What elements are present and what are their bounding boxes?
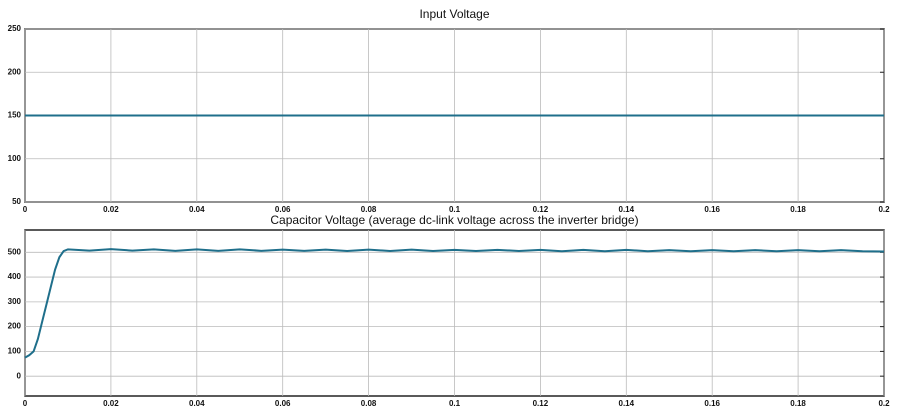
x-tick-label: 0.04: [189, 399, 205, 408]
x-tick-label: 0.06: [275, 399, 291, 408]
y-tick-label: 200: [8, 322, 22, 331]
x-tick-label: 0: [23, 205, 28, 214]
y-tick-label: 150: [8, 111, 22, 120]
x-tick-label: 0.18: [790, 205, 806, 214]
y-tick-label: 50: [12, 197, 21, 206]
x-tick-label: 0.06: [275, 205, 291, 214]
y-tick-label: 250: [8, 24, 22, 33]
x-tick-label: 0.2: [878, 205, 890, 214]
y-tick-label: 100: [8, 154, 22, 163]
x-tick-label: 0.18: [790, 399, 806, 408]
x-tick-label: 0.1: [449, 399, 461, 408]
x-tick-label: 0.12: [533, 399, 549, 408]
x-tick-label: 0.08: [361, 399, 377, 408]
x-tick-label: 0: [23, 399, 28, 408]
x-tick-label: 0.02: [103, 399, 119, 408]
chart-title: Capacitor Voltage (average dc-link volta…: [270, 213, 638, 227]
y-tick-label: 100: [8, 347, 22, 356]
x-tick-label: 0.16: [704, 399, 720, 408]
x-tick-label: 0.14: [619, 399, 635, 408]
chart-title: Input Voltage: [419, 7, 489, 21]
x-tick-label: 0.08: [361, 205, 377, 214]
y-tick-label: 0: [17, 371, 22, 380]
y-tick-label: 500: [8, 247, 22, 256]
y-tick-label: 300: [8, 297, 22, 306]
x-tick-label: 0.04: [189, 205, 205, 214]
y-tick-label: 200: [8, 67, 22, 76]
x-tick-label: 0.12: [533, 205, 549, 214]
x-tick-label: 0.1: [449, 205, 461, 214]
x-tick-label: 0.02: [103, 205, 119, 214]
line: [24, 248, 885, 359]
x-tick-label: 0.2: [878, 399, 890, 408]
x-tick-label: 0.14: [619, 205, 635, 214]
y-tick-label: 400: [8, 272, 22, 281]
x-tick-label: 0.16: [704, 205, 720, 214]
